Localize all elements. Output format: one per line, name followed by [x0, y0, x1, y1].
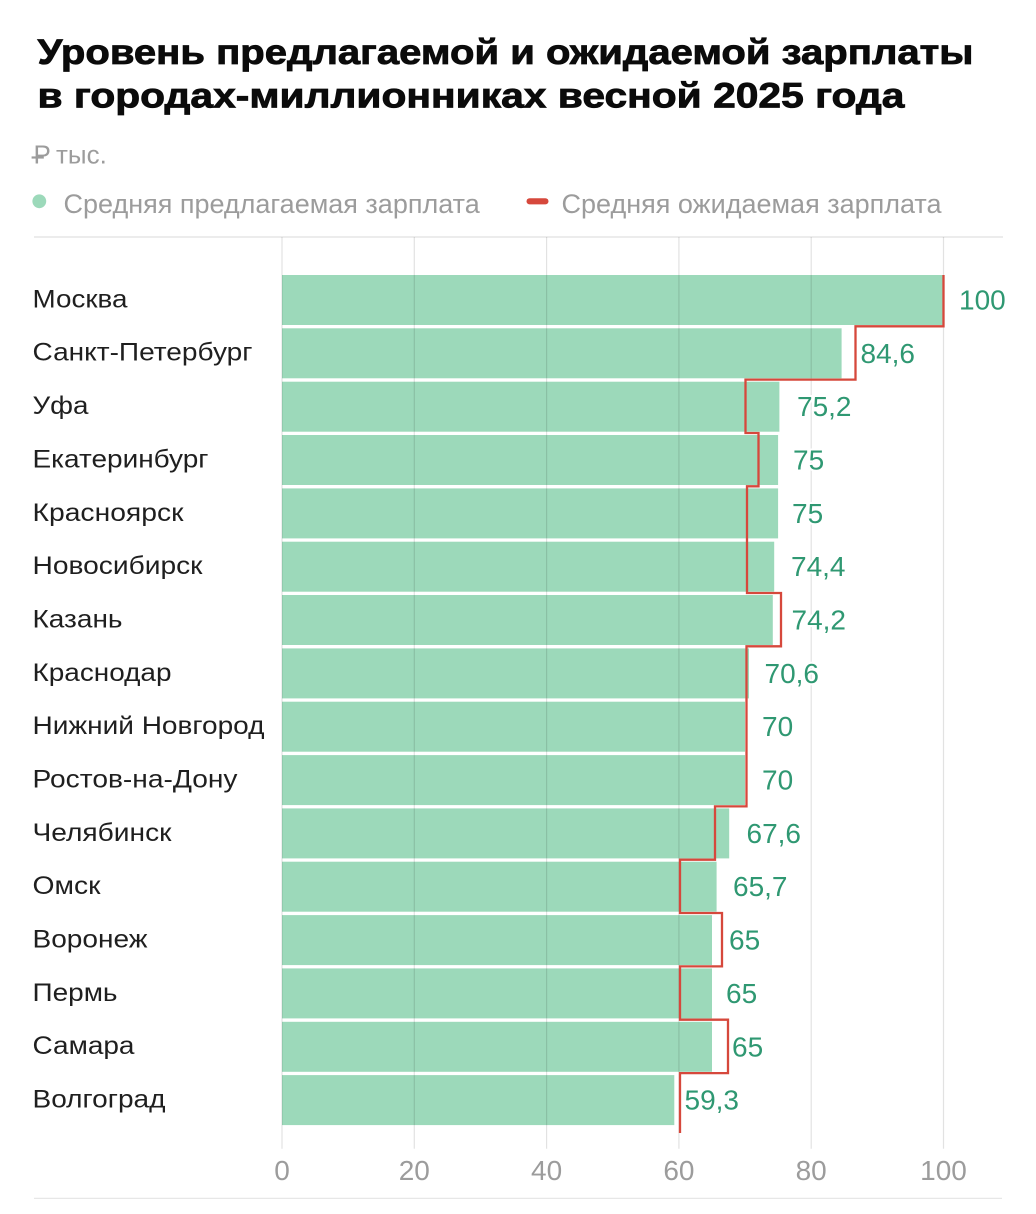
svg-text:70: 70	[762, 765, 793, 796]
svg-text:74,4: 74,4	[791, 551, 846, 582]
svg-text:Уфа: Уфа	[33, 392, 89, 420]
svg-text:Уровень предлагаемой и ожидаем: Уровень предлагаемой и ожидаемой зарплат…	[38, 33, 974, 72]
svg-text:тыс.: тыс.	[56, 139, 107, 169]
svg-text:0: 0	[274, 1155, 290, 1186]
svg-text:в городах-миллионниках весной: в городах-миллионниках весной 2025 года	[38, 77, 906, 116]
svg-text:Самара: Самара	[33, 1032, 135, 1060]
svg-text:80: 80	[796, 1155, 827, 1186]
svg-text:Волгоград: Волгоград	[33, 1086, 166, 1114]
svg-text:100: 100	[959, 285, 1006, 316]
svg-text:70: 70	[762, 711, 793, 742]
svg-text:20: 20	[399, 1155, 430, 1186]
svg-text:Краснодар: Краснодар	[33, 659, 172, 687]
svg-text:84,6: 84,6	[861, 338, 916, 369]
svg-text:74,2: 74,2	[792, 605, 847, 636]
svg-text:59,3: 59,3	[685, 1085, 740, 1116]
svg-text:40: 40	[531, 1155, 562, 1186]
svg-text:Санкт-Петербург: Санкт-Петербург	[33, 339, 253, 367]
svg-text:Нижний Новгород: Нижний Новгород	[33, 712, 265, 740]
svg-text:Средняя ожидаемая зарплата: Средняя ожидаемая зарплата	[562, 189, 943, 219]
svg-text:65,7: 65,7	[733, 871, 788, 902]
svg-text:Красноярск: Красноярск	[33, 499, 185, 527]
svg-text:65: 65	[732, 1031, 763, 1062]
svg-text:Челябинск: Челябинск	[33, 819, 173, 847]
svg-text:70,6: 70,6	[765, 658, 820, 689]
svg-text:65: 65	[729, 925, 760, 956]
svg-text:Воронеж: Воронеж	[33, 926, 148, 954]
svg-text:Омск: Омск	[33, 872, 102, 900]
svg-text:65: 65	[726, 978, 757, 1009]
svg-text:60: 60	[663, 1155, 694, 1186]
svg-text:Ростов-на-Дону: Ростов-на-Дону	[33, 766, 239, 794]
svg-text:Средняя предлагаемая зарплата: Средняя предлагаемая зарплата	[64, 189, 481, 219]
svg-text:Р: Р	[34, 139, 51, 169]
svg-text:Екатеринбург: Екатеринбург	[33, 445, 209, 473]
svg-text:75,2: 75,2	[797, 391, 852, 422]
svg-text:67,6: 67,6	[747, 818, 802, 849]
svg-text:Казань: Казань	[33, 605, 123, 633]
svg-text:100: 100	[920, 1155, 967, 1186]
svg-text:Новосибирск: Новосибирск	[33, 552, 204, 580]
svg-text:75: 75	[792, 498, 823, 529]
svg-text:Пермь: Пермь	[33, 979, 118, 1007]
svg-text:75: 75	[793, 445, 824, 476]
svg-text:Москва: Москва	[33, 285, 128, 313]
